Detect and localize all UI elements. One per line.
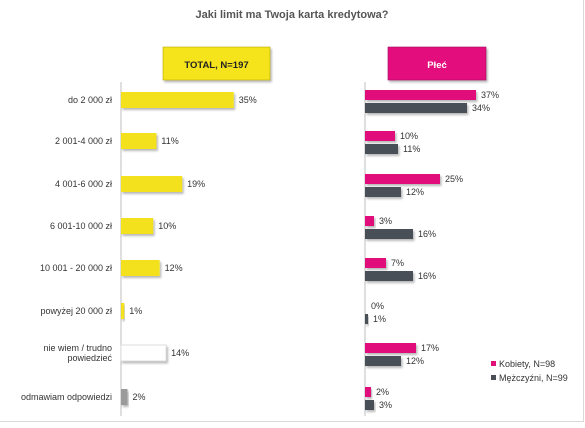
- men-value-label: 12%: [406, 356, 424, 366]
- category-label: nie wiem / trudno: [43, 343, 112, 353]
- men-value-label: 12%: [406, 187, 424, 197]
- category-label: powiedzieć: [67, 353, 112, 363]
- women-value-label: 3%: [379, 216, 392, 226]
- legend-swatch-men: [491, 375, 496, 380]
- men-bar: [365, 314, 368, 324]
- total-bar: [121, 389, 128, 405]
- total-value-label: 1%: [129, 306, 142, 316]
- total-bar: [121, 260, 160, 276]
- women-bar: [365, 343, 416, 353]
- total-value-label: 11%: [161, 136, 178, 146]
- total-value-label: 19%: [187, 179, 205, 189]
- category-label: 10 001 - 20 000 zł: [40, 263, 112, 273]
- men-bar: [365, 229, 413, 239]
- women-bar: [365, 131, 395, 141]
- women-bar: [365, 174, 440, 184]
- category-label: powyżej 20 000 zł: [40, 306, 112, 316]
- men-bar: [365, 144, 398, 154]
- category-label: 2 001-4 000 zł: [55, 136, 112, 146]
- gender-header-label: Płeć: [427, 60, 447, 71]
- women-value-label: 7%: [391, 258, 404, 268]
- total-header-label: TOTAL, N=197: [184, 60, 248, 71]
- men-bar: [365, 271, 413, 281]
- total-value-label: 10%: [158, 221, 176, 231]
- total-header-box: [162, 46, 271, 81]
- category-label: 4 001-6 000 zł: [55, 179, 112, 189]
- category-label: do 2 000 zł: [68, 95, 112, 105]
- men-value-label: 16%: [418, 271, 436, 281]
- total-bar: [120, 344, 167, 362]
- total-value-label: 12%: [165, 263, 183, 273]
- total-bar: [121, 218, 154, 234]
- women-bar: [365, 90, 476, 100]
- women-value-label: 17%: [421, 343, 439, 353]
- women-value-label: 25%: [445, 174, 463, 184]
- men-bar: [365, 400, 374, 410]
- women-value-label: 10%: [400, 131, 418, 141]
- chart-title: Jaki limit ma Twoja karta kredytowa?: [196, 9, 389, 21]
- legend-swatch-women: [491, 361, 496, 366]
- total-bar: [121, 176, 183, 192]
- legend-label-men: Mężczyźni, N=99: [499, 373, 568, 383]
- men-bar: [365, 187, 401, 197]
- women-value-label: 2%: [376, 387, 389, 397]
- total-value-label: 35%: [239, 95, 257, 105]
- women-bar: [365, 216, 374, 226]
- total-value-label: 14%: [171, 348, 189, 358]
- women-bar: [365, 258, 386, 268]
- legend-label-women: Kobiety, N=98: [499, 359, 555, 369]
- men-value-label: 11%: [403, 144, 420, 154]
- women-value-label: 0%: [371, 301, 384, 311]
- gender-header-box: [387, 46, 487, 81]
- men-value-label: 3%: [379, 400, 392, 410]
- men-value-label: 16%: [418, 229, 436, 239]
- total-bar: [121, 133, 157, 149]
- category-label: odmawiam odpowiedzi: [21, 392, 112, 402]
- category-label: 6 001-10 000 zł: [50, 221, 112, 231]
- total-bar: [121, 92, 234, 108]
- men-bar: [365, 103, 467, 113]
- men-bar: [365, 356, 401, 366]
- women-value-label: 37%: [481, 90, 499, 100]
- men-value-label: 34%: [472, 103, 490, 113]
- total-bar: [121, 303, 125, 319]
- total-value-label: 2%: [132, 392, 145, 402]
- women-bar: [365, 387, 371, 397]
- men-value-label: 1%: [373, 314, 386, 324]
